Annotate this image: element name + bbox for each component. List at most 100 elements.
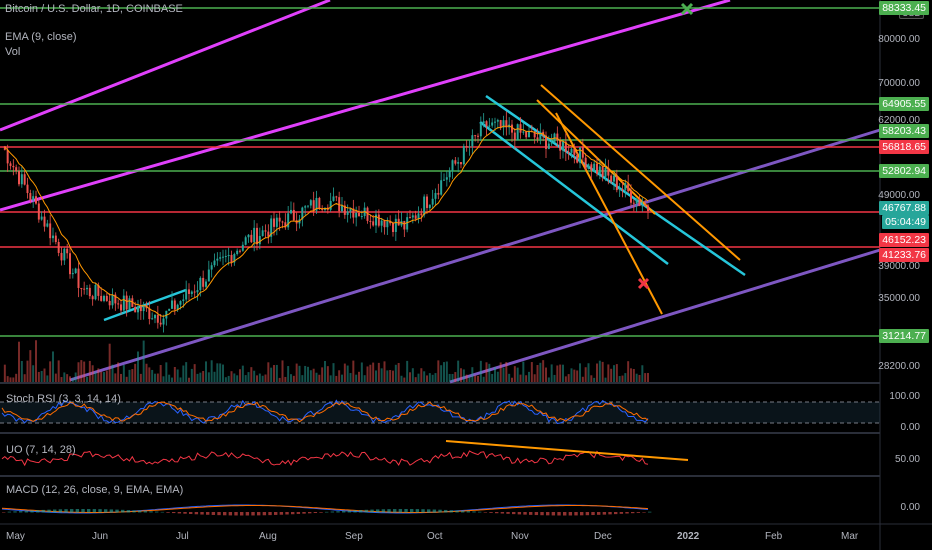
volume-bar <box>343 363 346 382</box>
macd-hist-bar <box>534 512 539 516</box>
macd-hist-bar <box>132 510 136 513</box>
volume-bar <box>326 366 329 382</box>
macd-hist-bar <box>200 512 204 515</box>
candle-body <box>630 191 632 203</box>
candle-body <box>403 221 406 230</box>
volume-bar <box>219 363 222 382</box>
price-tag-41233: 41233.76 <box>879 248 929 262</box>
volume-bar <box>329 375 332 382</box>
volume-bar <box>29 350 32 382</box>
volume-bar <box>52 351 54 382</box>
candle-body <box>349 208 352 212</box>
candle-body <box>171 300 173 309</box>
macd-hist-bar <box>177 512 182 514</box>
candle-body <box>63 248 66 261</box>
macd-hist-bar <box>155 511 159 513</box>
volume-bar <box>284 376 287 382</box>
volume-bar <box>630 368 632 382</box>
volume-bar <box>573 369 576 382</box>
volume-bar <box>451 373 454 382</box>
macd-hist-bar <box>285 512 289 515</box>
candle-body <box>638 199 641 207</box>
macd-legend[interactable]: MACD (12, 26, close, 9, EMA, EMA) <box>6 484 184 496</box>
candle-body <box>236 250 239 255</box>
volume-bar <box>647 372 649 382</box>
volume-bar <box>185 362 188 382</box>
candle-body <box>474 135 477 137</box>
candle-body <box>43 216 46 227</box>
macd-axis-tick: 0.00 <box>900 502 920 513</box>
candle-body <box>159 322 162 325</box>
candle-body <box>321 208 324 210</box>
candle-body <box>176 304 179 310</box>
candle-body <box>261 230 264 237</box>
volume-bar <box>434 373 437 382</box>
volume-bar <box>553 374 556 382</box>
ema-legend[interactable]: EMA (9, close) <box>5 31 77 43</box>
macd-hist-bar <box>262 512 267 516</box>
macd-hist-bar <box>347 510 352 513</box>
volume-bar <box>403 377 406 382</box>
volume-bar <box>488 363 491 382</box>
volume-bar <box>247 372 250 382</box>
x-tick: Feb <box>765 531 783 542</box>
macd-hist-bar <box>410 509 414 513</box>
candle-body <box>264 230 267 232</box>
volume-bar <box>352 360 355 382</box>
volume-bar <box>462 369 465 382</box>
candle-body <box>479 123 482 137</box>
macd-hist-bar <box>438 509 442 513</box>
x-tick: Mar <box>841 531 859 542</box>
macd-hist-bar <box>217 512 221 516</box>
macd-hist-bar <box>466 511 471 513</box>
volume-bar <box>162 376 165 382</box>
macd-hist-bar <box>580 512 584 516</box>
candle-body <box>647 205 649 212</box>
volume-bar <box>290 374 292 382</box>
candle-body <box>632 202 635 204</box>
macd-hist-bar <box>166 512 170 513</box>
candle-body <box>309 200 312 206</box>
price-tag-current: 46767.88 <box>879 201 929 215</box>
price-tag-52802: 52802.94 <box>879 164 929 178</box>
symbol-legend[interactable]: Bitcoin / U.S. Dollar, 1D, COINBASE <box>5 3 183 15</box>
candle-body <box>360 215 363 217</box>
volume-bar <box>159 364 162 382</box>
uo-legend[interactable]: UO (7, 14, 28) <box>6 444 76 456</box>
candle-body <box>137 306 139 313</box>
macd-hist-bar <box>251 512 255 516</box>
volume-bar <box>40 370 43 382</box>
macd-hist-bar <box>608 512 612 515</box>
candle-body <box>40 216 43 220</box>
candle-body <box>83 288 86 290</box>
candle-body <box>562 141 564 151</box>
vol-legend[interactable]: Vol <box>5 46 21 58</box>
candle-body <box>312 200 315 211</box>
target-x-marker-green <box>680 2 694 16</box>
candle-body <box>69 253 71 275</box>
volume-bar <box>6 376 9 382</box>
stoch-legend[interactable]: Stoch RSI (3, 3, 14, 14) <box>6 393 121 405</box>
volume-bar <box>46 375 49 382</box>
macd-hist-bar <box>523 512 527 515</box>
candle-body <box>270 218 273 237</box>
magenta-channel-upper <box>0 0 331 132</box>
volume-bar <box>417 373 420 382</box>
magenta-channel-lower <box>0 0 731 212</box>
macd-hist-bar <box>359 510 363 513</box>
candle-body <box>516 124 519 141</box>
candle-body <box>26 184 29 194</box>
candle-body <box>428 204 431 208</box>
macd-hist-bar <box>393 509 397 513</box>
candle-body <box>196 290 199 293</box>
volume-bar <box>179 377 182 382</box>
candle-body <box>618 189 621 191</box>
candle-body <box>397 218 400 226</box>
macd-hist-bar <box>563 512 567 516</box>
macd-hist-bar <box>625 512 629 514</box>
macd-hist-bar <box>398 509 403 513</box>
macd-hist-bar <box>478 511 482 513</box>
candle-body <box>241 244 244 251</box>
macd-hist-bar <box>325 511 329 513</box>
